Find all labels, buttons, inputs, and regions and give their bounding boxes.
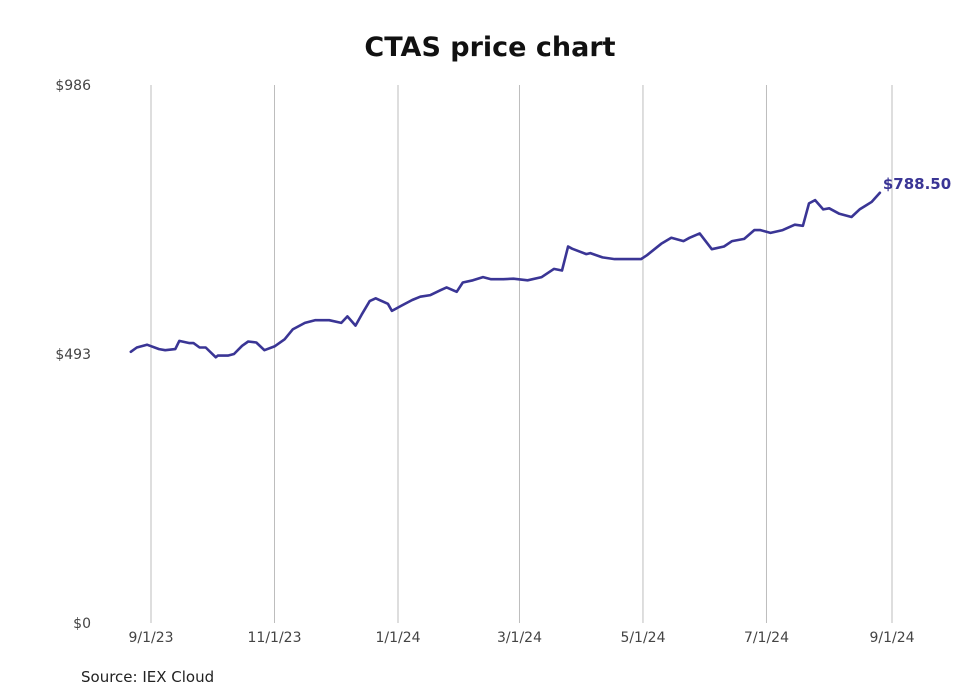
y-tick-label: $493 [55, 347, 91, 363]
grid-lines [150, 85, 893, 623]
source-note: Source: IEX Cloud [81, 668, 215, 686]
x-tick-label: 9/1/23 [128, 630, 173, 646]
last-price-label: $788.50 [883, 175, 951, 193]
x-tick-label: 9/1/24 [869, 630, 914, 646]
price-line [129, 191, 882, 359]
x-tick-label: 5/1/24 [620, 630, 665, 646]
y-axis-ticks: $0 $493 $986 [55, 78, 91, 632]
x-tick-label: 11/1/23 [248, 630, 302, 646]
y-tick-label: $986 [55, 78, 91, 94]
x-axis-ticks: 9/1/23 11/1/23 1/1/24 3/1/24 5/1/24 7/1/24 9/1… [128, 630, 914, 646]
x-tick-label: 3/1/24 [497, 630, 542, 646]
x-tick-label: 1/1/24 [375, 630, 420, 646]
x-tick-label: 7/1/24 [744, 630, 789, 646]
chart-title: CTAS price chart [364, 32, 616, 63]
y-tick-label: $0 [73, 616, 91, 632]
